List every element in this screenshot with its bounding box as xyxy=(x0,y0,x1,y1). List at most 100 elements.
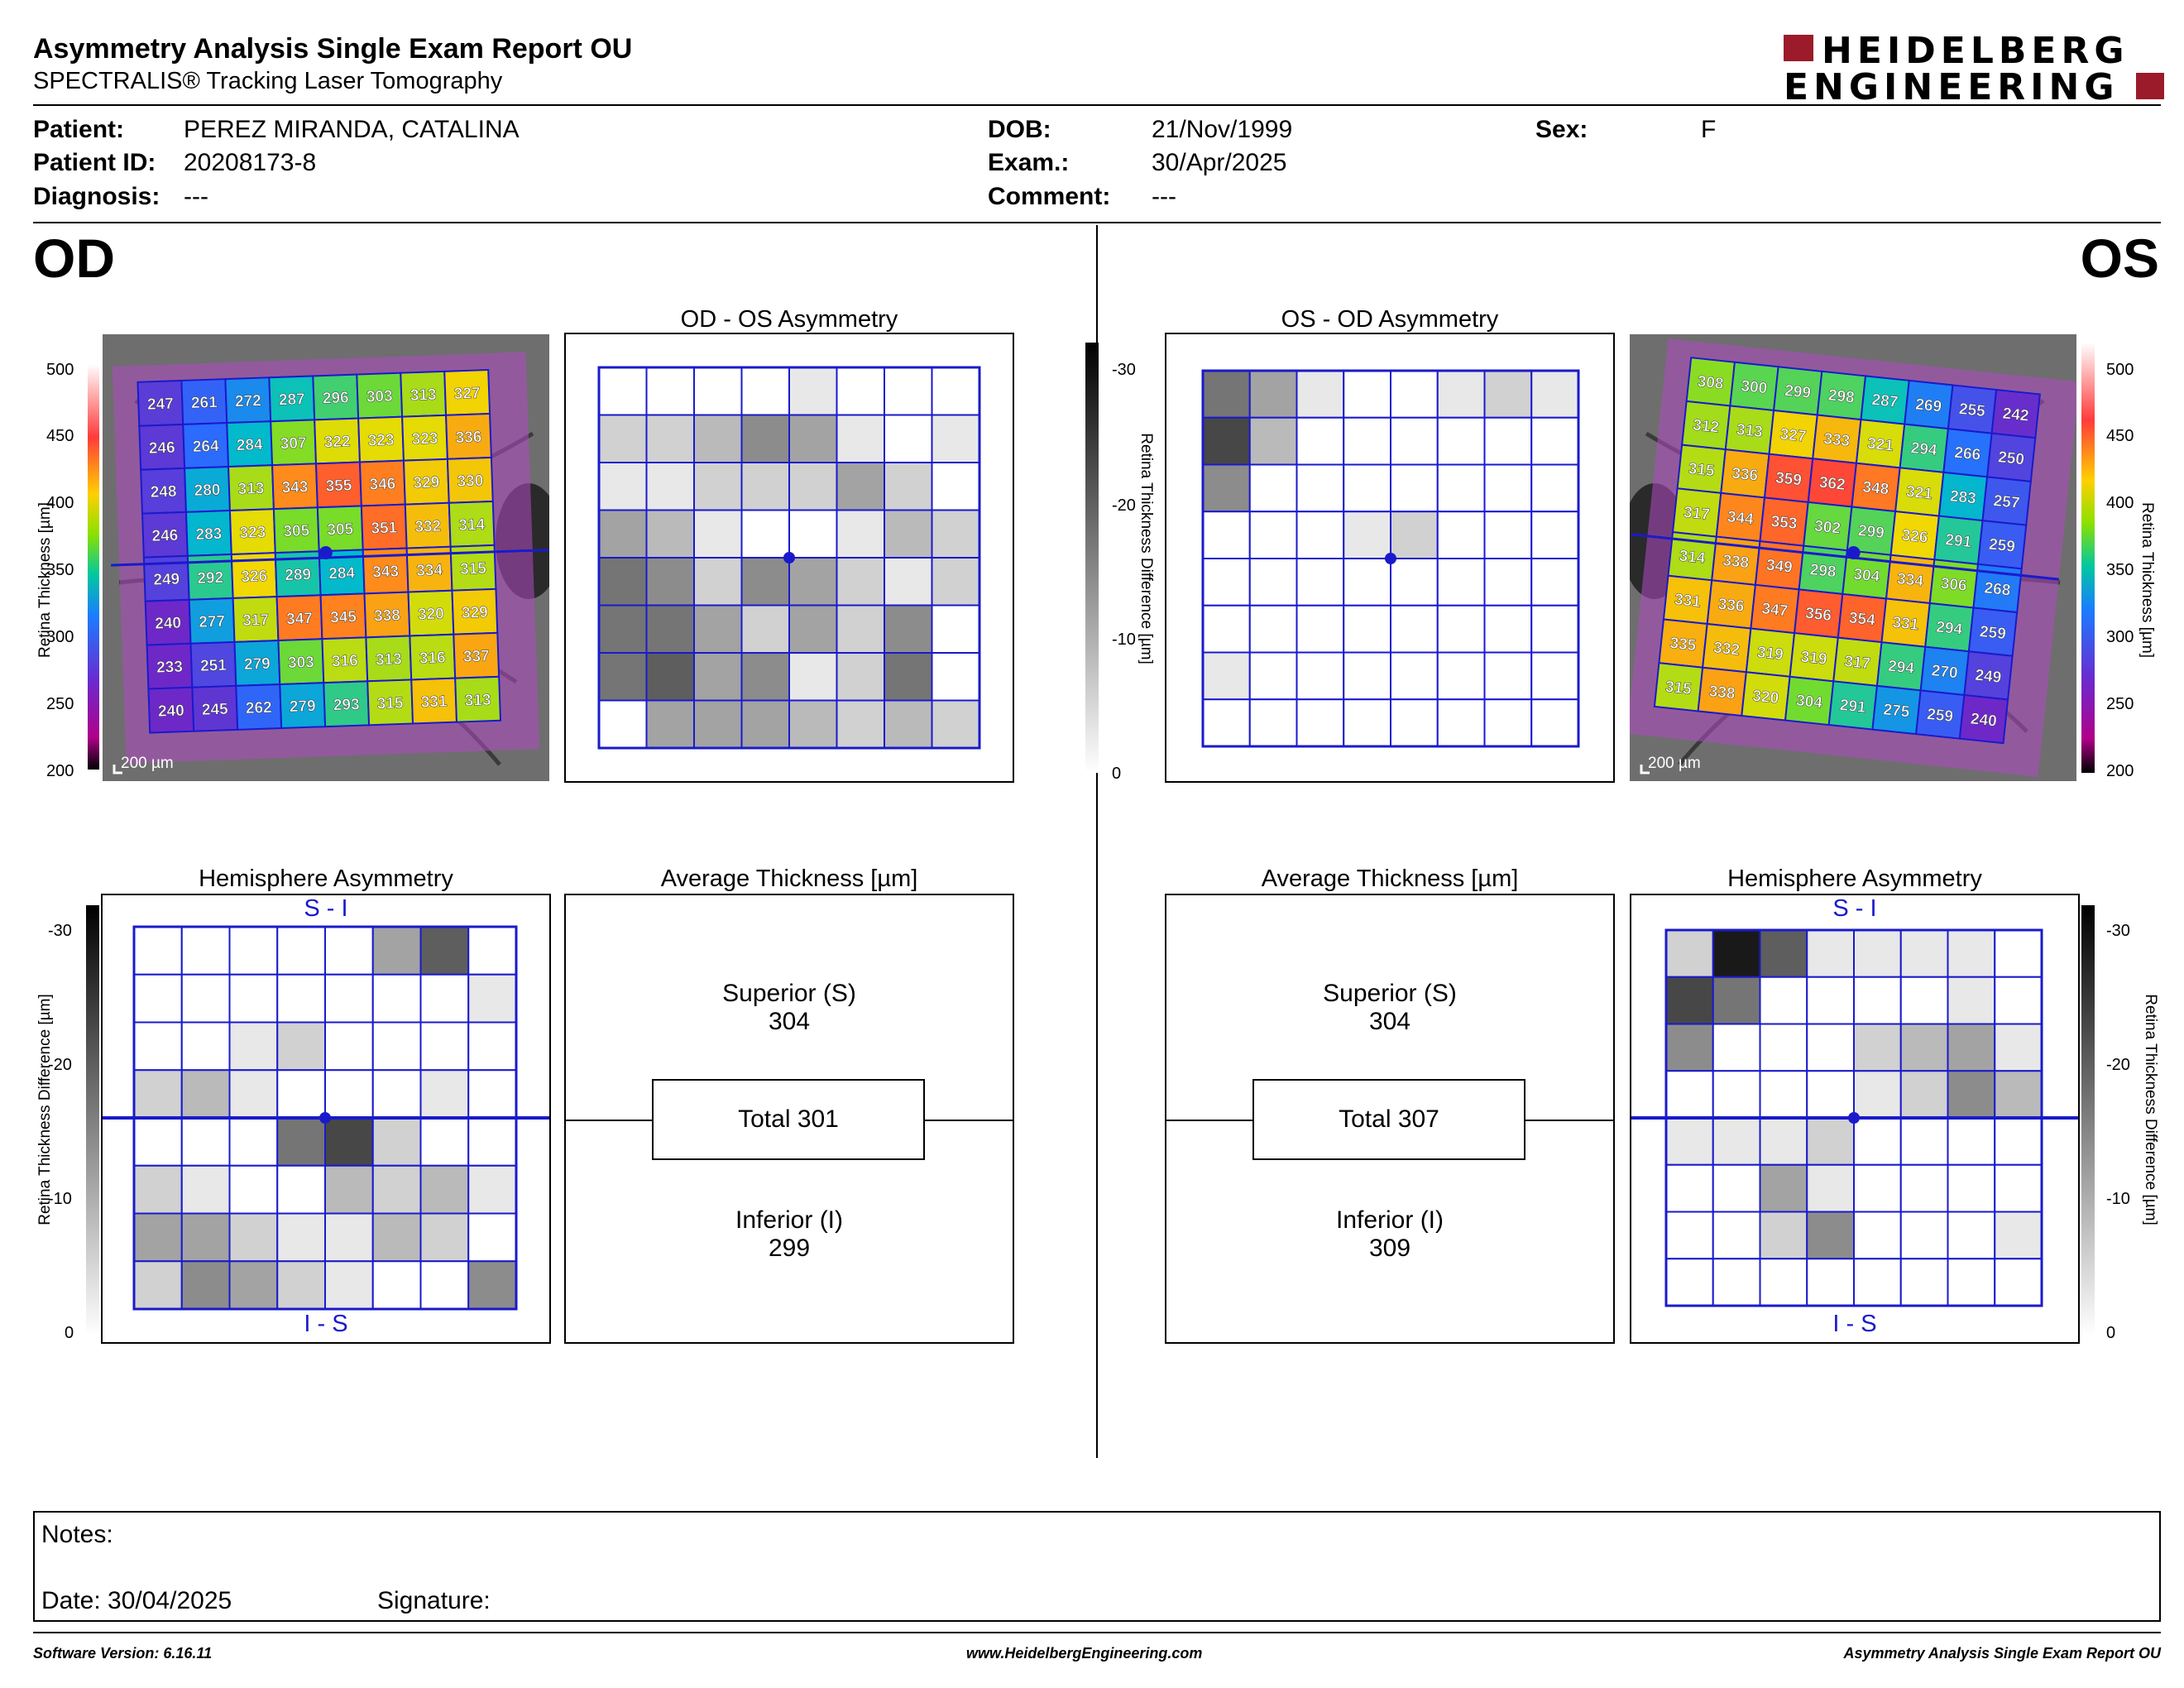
grid-cell xyxy=(1343,463,1391,513)
notes-label: Notes: xyxy=(41,1521,113,1548)
grid-cell xyxy=(419,1069,470,1119)
thickness-value: 315 xyxy=(460,560,487,578)
grid-cell xyxy=(1899,1258,1949,1307)
thickness-value: 354 xyxy=(1848,609,1876,629)
grid-cell xyxy=(1994,1023,2043,1072)
grid-cell xyxy=(693,367,743,416)
fovea-center-dot xyxy=(1385,553,1396,564)
grid-cell xyxy=(1296,558,1345,607)
grid-cell xyxy=(1994,1070,2043,1119)
od-scale-tick-450: 450 xyxy=(46,427,74,445)
grid-cell xyxy=(371,926,422,976)
grid-cell xyxy=(1343,416,1391,466)
od-avg-title: Average Thickness [µm] xyxy=(660,866,918,892)
website-link[interactable]: www.HeidelbergEngineering.com xyxy=(966,1645,1203,1662)
grid-cell xyxy=(1530,558,1579,607)
grid-cell xyxy=(836,462,885,511)
grid-cell xyxy=(836,509,885,559)
grid-cell xyxy=(419,1117,470,1167)
grid-cell xyxy=(276,1117,326,1167)
grid-cell xyxy=(1530,511,1579,559)
grid-cell xyxy=(884,414,933,463)
software-version: Software Version: 6.16.11 xyxy=(33,1645,213,1662)
grid-cell xyxy=(1390,604,1439,654)
grid-cell xyxy=(1947,1070,1996,1119)
grid-cell xyxy=(371,1212,422,1263)
thickness-value: 294 xyxy=(1910,439,1938,459)
thickness-value: 287 xyxy=(1871,391,1899,411)
thickness-value: 355 xyxy=(325,477,352,495)
thickness-value: 336 xyxy=(1717,596,1746,616)
grid-cell xyxy=(1665,976,1714,1025)
grid-cell xyxy=(324,926,374,976)
thickness-value: 240 xyxy=(155,615,181,633)
grid-cell xyxy=(1202,604,1251,654)
thickness-value: 343 xyxy=(281,478,308,496)
thickness-value: 333 xyxy=(1822,430,1851,450)
grid-cell xyxy=(419,1212,470,1263)
grid-cell xyxy=(1436,416,1486,466)
thickness-value: 300 xyxy=(1740,377,1768,397)
grid-cell xyxy=(1343,604,1391,654)
grid-cell xyxy=(324,1117,374,1167)
grid-cell xyxy=(598,367,648,416)
grid-cell xyxy=(884,509,933,559)
os-fundus-thickness-map: 308 300 299 298 287 269 255 242 312 313 327 333 321 2… xyxy=(1630,334,2076,781)
grid-cell xyxy=(133,973,183,1024)
grid-cell xyxy=(1343,511,1391,559)
grid-cell xyxy=(228,1260,279,1310)
grid-cell xyxy=(645,604,695,654)
grid-cell xyxy=(788,367,838,416)
thickness-value: 312 xyxy=(1692,416,1720,436)
footer-report-name: Asymmetry Analysis Single Exam Report OU xyxy=(1843,1645,2161,1662)
grid-cell xyxy=(228,1117,279,1167)
patient-label: Patient: xyxy=(33,116,125,143)
grid-cell xyxy=(598,462,648,511)
grid-cell xyxy=(1759,1117,1808,1166)
grid-cell xyxy=(931,367,980,416)
thickness-value: 268 xyxy=(1984,579,2012,599)
od-asymmetry-panel xyxy=(564,333,1014,783)
grid-cell xyxy=(419,1260,470,1310)
grid-cell xyxy=(1390,463,1439,513)
grid-cell xyxy=(884,604,933,654)
grid-cell xyxy=(1530,370,1579,419)
signature-label: Signature: xyxy=(377,1587,491,1614)
grid-cell xyxy=(1530,416,1579,466)
grid-cell xyxy=(1390,370,1439,419)
grid-cell xyxy=(1296,698,1345,747)
grid-cell xyxy=(1947,929,1996,978)
grid-cell xyxy=(1202,651,1251,701)
od-inferior-value: 299 xyxy=(768,1235,811,1262)
os-hemi-scale-bar xyxy=(2081,905,2095,1336)
grid-cell xyxy=(1899,1023,1949,1072)
grid-cell xyxy=(1296,651,1345,701)
thickness-value: 327 xyxy=(453,385,480,403)
notes-box[interactable]: Notes: Date: 30/04/2025 Signature: xyxy=(33,1511,2161,1622)
grid-cell xyxy=(836,367,885,416)
thickness-value: 314 xyxy=(458,516,486,535)
thickness-cell xyxy=(454,675,502,723)
exam-label: Exam.: xyxy=(988,149,1070,176)
os-thickness-scale-label: Retina Thickness [µm] xyxy=(2138,502,2156,658)
thickness-value: 304 xyxy=(1795,692,1823,712)
grid-cell xyxy=(133,1164,183,1215)
thickness-value: 291 xyxy=(1944,531,1972,551)
thickness-value: 331 xyxy=(420,693,448,711)
grid-cell xyxy=(1947,1163,1996,1213)
thickness-value: 255 xyxy=(1958,400,1986,420)
grid-cell xyxy=(1530,651,1579,701)
grid-cell xyxy=(1712,1023,1761,1072)
grid-cell xyxy=(1853,1070,1902,1119)
grid-cell xyxy=(1759,1163,1808,1213)
grid-cell xyxy=(1248,416,1298,466)
comment-value: --- xyxy=(1152,183,1176,210)
grid-cell xyxy=(1994,976,2043,1025)
grid-frame xyxy=(597,366,981,750)
grid-cell xyxy=(419,1021,470,1072)
grid-cell xyxy=(1248,698,1298,747)
grid-cell xyxy=(1665,1070,1714,1119)
grid-cell xyxy=(1483,416,1533,466)
thickness-value: 245 xyxy=(202,701,229,719)
grid-cell xyxy=(1390,698,1439,747)
